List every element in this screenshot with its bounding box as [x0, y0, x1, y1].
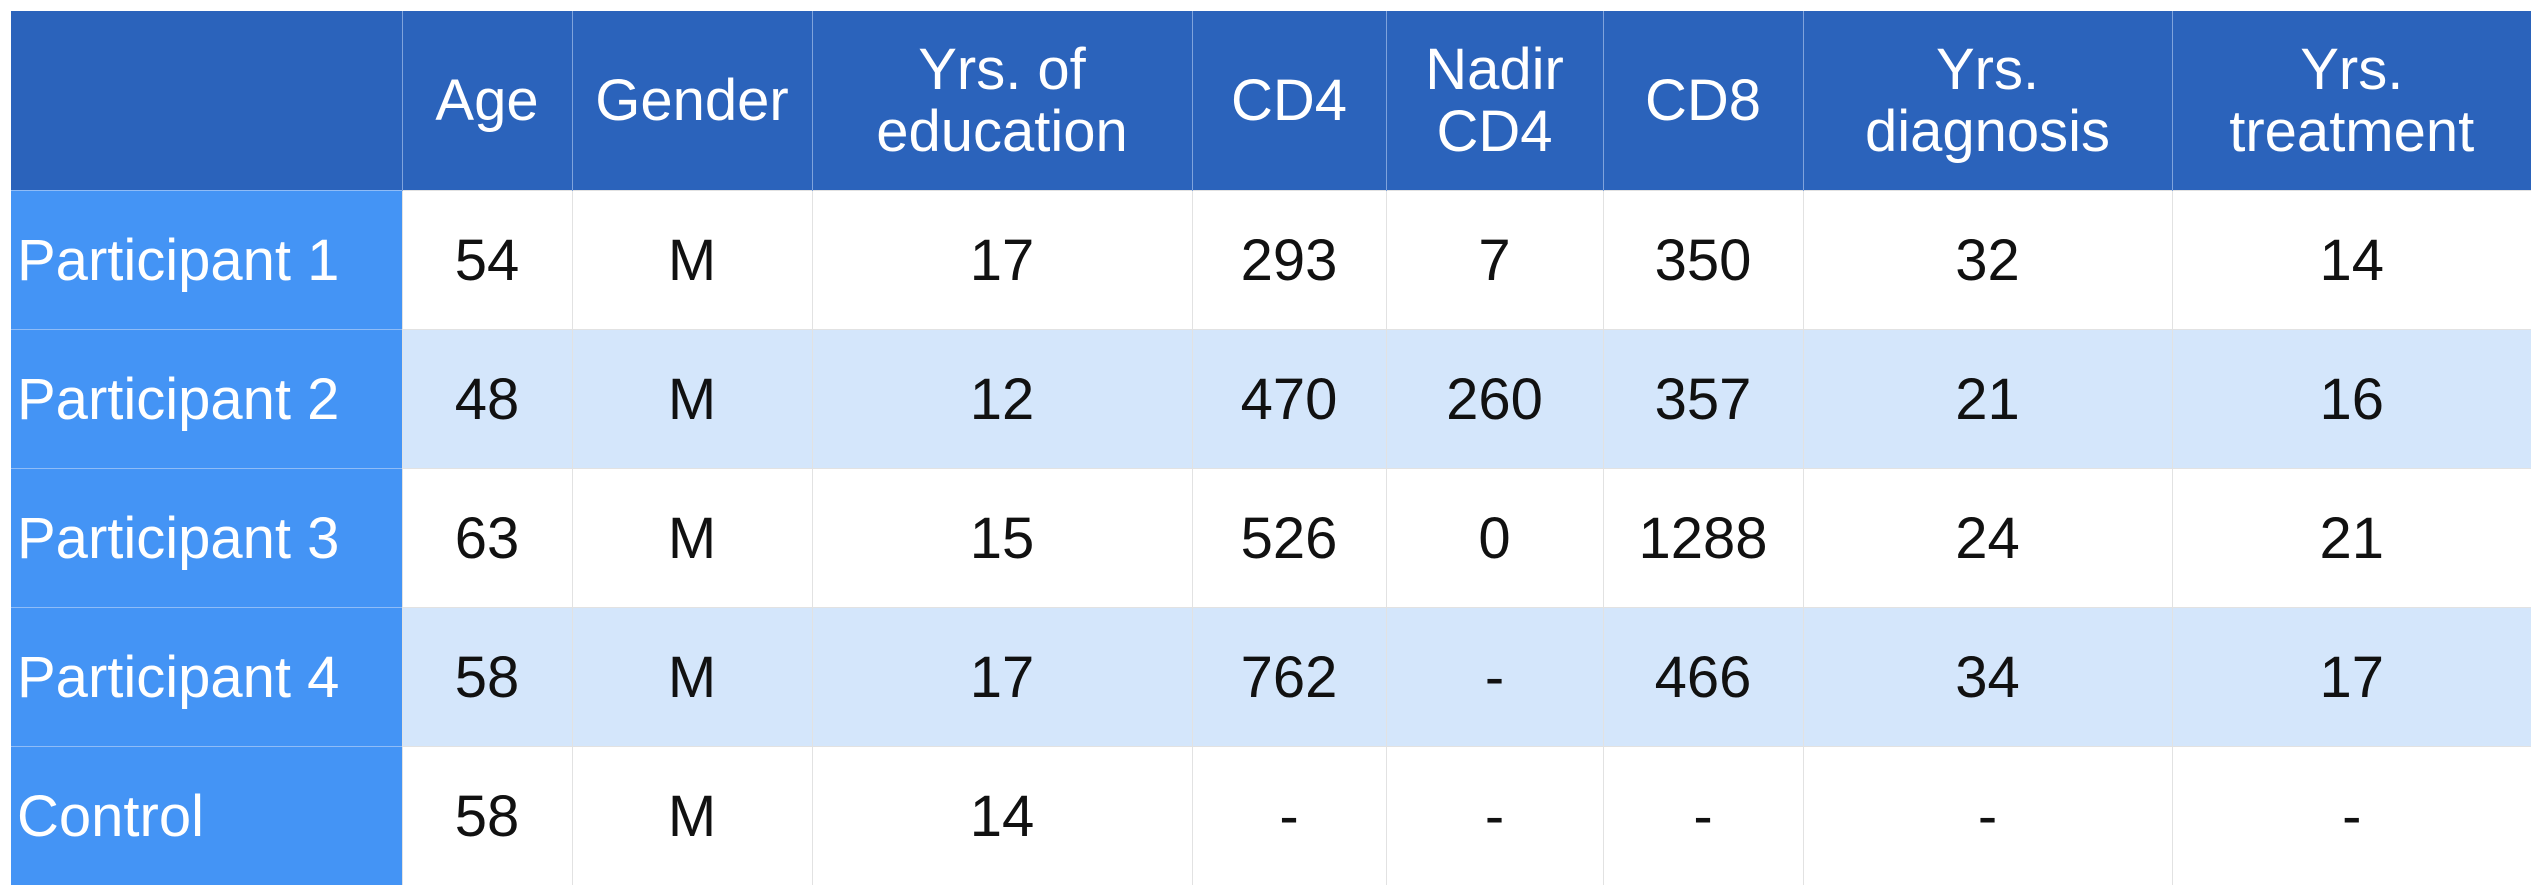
- header-row: Age Gender Yrs. of education CD4 Nadir CD4 CD…: [11, 11, 2531, 191]
- table-cell: 0: [1385, 468, 1603, 608]
- table-cell: 526: [1191, 468, 1386, 608]
- table-cell: -: [1602, 746, 1803, 885]
- table-cell: M: [571, 607, 812, 747]
- column-header: CD8: [1602, 11, 1803, 191]
- table-cell: -: [1385, 746, 1603, 885]
- table-cell: 58: [401, 607, 572, 747]
- table-cell: 54: [401, 190, 572, 330]
- table-row: Participant 2 48 M 12 470 260 357 21 16: [11, 329, 2531, 469]
- table-header: Age Gender Yrs. of education CD4 Nadir CD4 CD…: [11, 11, 2531, 191]
- table-cell: 63: [401, 468, 572, 608]
- table-body: Participant 1 54 M 17 293 7 350 32 14 Participant…: [11, 190, 2531, 885]
- table-row: Participant 1 54 M 17 293 7 350 32 14: [11, 190, 2531, 330]
- table-cell: M: [571, 468, 812, 608]
- table-cell: 762: [1191, 607, 1386, 747]
- table-cell: 17: [811, 607, 1192, 747]
- table-cell: 293: [1191, 190, 1386, 330]
- table-cell: 21: [2171, 468, 2531, 608]
- table-cell: 260: [1385, 329, 1603, 469]
- table-cell: 58: [401, 746, 572, 885]
- table-cell: 24: [1802, 468, 2172, 608]
- column-header: Yrs. treatment: [2171, 11, 2531, 191]
- table-cell: 15: [811, 468, 1192, 608]
- table-cell: 21: [1802, 329, 2172, 469]
- table-cell: 1288: [1602, 468, 1803, 608]
- column-header: Nadir CD4: [1385, 11, 1603, 191]
- row-label: Participant 1: [11, 190, 402, 330]
- data-table: Age Gender Yrs. of education CD4 Nadir CD4 CD…: [11, 11, 2531, 885]
- table-cell: -: [2171, 746, 2531, 885]
- table-cell: 7: [1385, 190, 1603, 330]
- table-cell: M: [571, 746, 812, 885]
- table-cell: -: [1191, 746, 1386, 885]
- table-row: Control 58 M 14- - - - -: [11, 746, 2531, 885]
- table-cell: 17: [2171, 607, 2531, 747]
- table-cell: 470: [1191, 329, 1386, 469]
- table-cell: -: [1802, 746, 2172, 885]
- table-cell: 350: [1602, 190, 1803, 330]
- column-header: Age: [401, 11, 572, 191]
- column-header: CD4: [1191, 11, 1386, 191]
- row-label: Control: [11, 746, 402, 885]
- column-header: Gender: [571, 11, 812, 191]
- table-cell: 466: [1602, 607, 1803, 747]
- table-row: Participant 3 63 M 15 526 0 1288 24 21: [11, 468, 2531, 608]
- column-header: Yrs. diagnosis: [1802, 11, 2172, 191]
- table-cell: M: [571, 190, 812, 330]
- column-header: Yrs. of education: [811, 11, 1192, 191]
- row-label: Participant 2: [11, 329, 402, 469]
- table-cell: 48: [401, 329, 572, 469]
- table-cell: 357: [1602, 329, 1803, 469]
- table-cell: 32: [1802, 190, 2172, 330]
- table-row: Participant 4 58 M 17 762-466 34 17: [11, 607, 2531, 747]
- table-cell: 14: [811, 746, 1192, 885]
- table-cell: 14: [2171, 190, 2531, 330]
- table-cell: 17: [811, 190, 1192, 330]
- row-label: Participant 3: [11, 468, 402, 608]
- table-cell: M: [571, 329, 812, 469]
- table-cell: 16: [2171, 329, 2531, 469]
- table-cell: -: [1385, 607, 1603, 747]
- table-cell: 34: [1802, 607, 2172, 747]
- row-label: Participant 4: [11, 607, 402, 747]
- corner-cell: [11, 11, 402, 191]
- table-cell: 12: [811, 329, 1192, 469]
